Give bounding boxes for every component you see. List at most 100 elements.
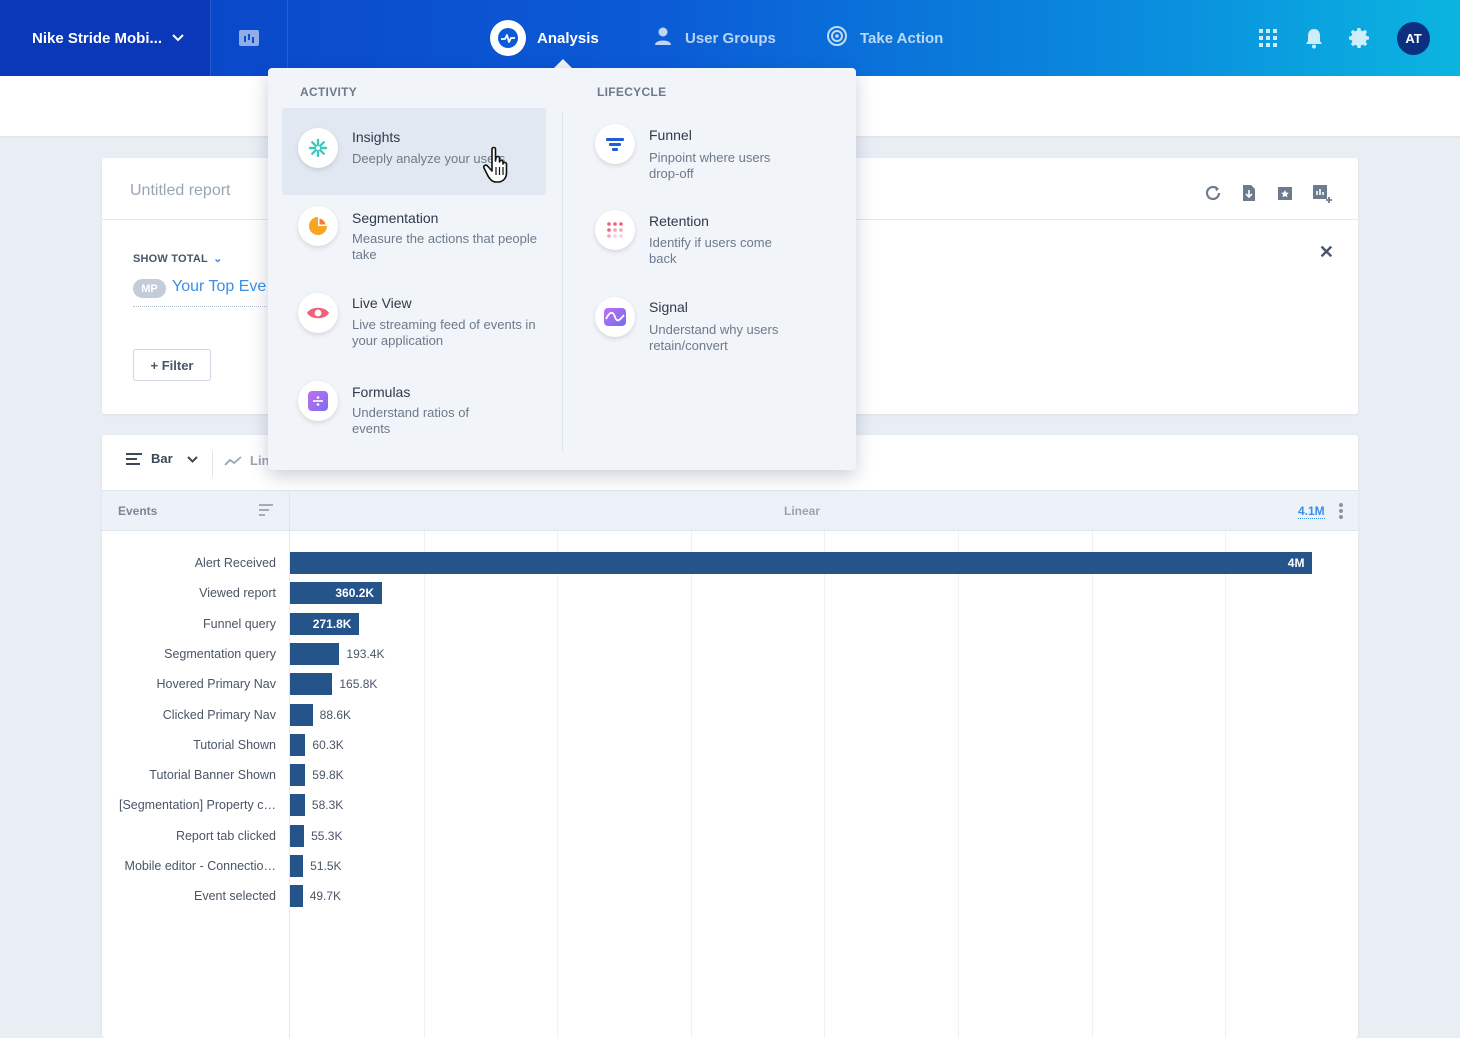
- line-chart-icon: [224, 455, 242, 466]
- show-total-label: SHOW TOTAL: [133, 253, 208, 265]
- download-icon[interactable]: [1240, 184, 1258, 202]
- bar[interactable]: [290, 794, 305, 817]
- bar[interactable]: [290, 673, 333, 696]
- menu-item-description: Pinpoint where users drop-off: [649, 150, 771, 181]
- menu-item-title: Funnel: [649, 127, 692, 143]
- add-to-board-icon[interactable]: [1312, 184, 1332, 203]
- event-label: Tutorial Shown: [193, 737, 276, 752]
- menu-item-title: Formulas: [352, 384, 411, 400]
- gridline: [557, 531, 559, 1038]
- gridline: [958, 531, 959, 1038]
- nav-analysis-label: Analysis: [537, 29, 599, 47]
- bell-icon[interactable]: [1303, 0, 1325, 76]
- bar[interactable]: [290, 885, 303, 908]
- bar[interactable]: [290, 642, 340, 665]
- nav-take-action[interactable]: Take Action: [826, 0, 943, 76]
- event-label: Mobile editor - Connectio…: [124, 859, 276, 873]
- scale-label: Linear: [784, 504, 821, 518]
- menu-item-description: Deeply analyze your users: [352, 151, 506, 166]
- report-title[interactable]: Untitled report: [130, 182, 231, 199]
- bar-value-label: 88.6K: [319, 707, 351, 722]
- menu-item-segmentation[interactable]: Segmentation Measure the actions that pe…: [282, 198, 546, 278]
- formula-icon: [298, 381, 338, 421]
- divider: [289, 531, 290, 1038]
- event-label: Hovered Primary Nav: [156, 677, 276, 692]
- bar-value-label: 59.8K: [312, 768, 344, 783]
- reports-button[interactable]: [210, 0, 288, 76]
- chevron-down-icon: [186, 452, 198, 466]
- gridline: [824, 531, 826, 1038]
- event-label: Alert Received: [194, 556, 276, 570]
- eye-icon: [298, 293, 338, 333]
- bar-value-label: 4M: [1287, 556, 1305, 570]
- chart-type-dropdown[interactable]: Bar: [126, 451, 198, 466]
- chart-card: Bar Lin Events Linear 4.1M Alert Receive…: [102, 435, 1358, 1038]
- max-value-link[interactable]: 4.1M: [1298, 504, 1325, 519]
- bar-chart-icon: [239, 30, 259, 46]
- event-label: Viewed report: [199, 586, 276, 601]
- event-label: Event selected: [194, 889, 276, 904]
- project-name: Nike Stride Mobi...: [32, 29, 163, 47]
- bar[interactable]: [290, 612, 360, 635]
- menu-item-signal[interactable]: Signal Understand why users retain/conve…: [579, 283, 843, 368]
- line-chart-option[interactable]: Lin: [224, 453, 270, 468]
- event-label: Report tab clicked: [175, 828, 276, 843]
- menu-item-description: Identify if users come back: [649, 235, 772, 266]
- event-label: Segmentation query: [164, 646, 276, 661]
- menu-item-formulas[interactable]: Formulas Understand ratios of events: [282, 373, 546, 453]
- menu-item-description: Understand ratios of events: [352, 405, 470, 436]
- bar-value-label: 193.4K: [346, 646, 385, 661]
- menu-item-description: Measure the actions that people take: [352, 231, 538, 262]
- menu-item-funnel[interactable]: Funnel Pinpoint where users drop-off: [579, 108, 843, 190]
- retention-icon: [595, 210, 635, 250]
- gridline: [690, 531, 692, 1038]
- menu-item-live-view[interactable]: Live View Live streaming feed of events …: [282, 283, 546, 368]
- add-filter-button[interactable]: + Filter: [133, 349, 211, 381]
- menu-item-description: Live streaming feed of events in your ap…: [352, 317, 536, 348]
- close-icon[interactable]: ✕: [1318, 242, 1334, 262]
- menu-item-title: Retention: [649, 213, 709, 229]
- bar-value-label: 165.8K: [339, 677, 378, 692]
- user-icon: [653, 26, 673, 50]
- apps-grid-icon[interactable]: [1257, 0, 1279, 76]
- events-column-header: Events: [118, 504, 158, 518]
- show-total-dropdown[interactable]: SHOW TOTAL ⌄: [133, 252, 223, 265]
- more-options-icon[interactable]: [1339, 503, 1343, 519]
- bar[interactable]: [290, 733, 306, 756]
- bar-value-label: 271.8K: [312, 616, 352, 631]
- bar[interactable]: [290, 855, 304, 877]
- bar-value-label: 55.3K: [311, 828, 343, 843]
- refresh-icon[interactable]: [1204, 184, 1222, 202]
- event-selector[interactable]: Your Top Eve: [172, 278, 267, 295]
- gridline: [423, 531, 425, 1038]
- mixpanel-badge: MP: [133, 279, 166, 298]
- bar[interactable]: [290, 703, 313, 726]
- bar[interactable]: [290, 552, 1313, 574]
- bar-type-icon: [126, 452, 142, 465]
- bar-value-label: 60.3K: [312, 737, 344, 752]
- bar[interactable]: [290, 582, 383, 605]
- bar-value-label: 49.7K: [309, 889, 342, 904]
- bar[interactable]: [290, 764, 306, 787]
- top-navigation-bar: Nike Stride Mobi... Analysis User Groups…: [0, 0, 1460, 76]
- analysis-icon: [490, 20, 526, 56]
- event-label: Clicked Primary Nav: [162, 707, 276, 722]
- chart-type-label: Bar: [151, 451, 173, 466]
- bookmark-icon[interactable]: [1276, 184, 1294, 202]
- nav-user-groups[interactable]: User Groups: [653, 0, 776, 76]
- divider: [289, 491, 290, 530]
- segmentation-icon: [298, 206, 338, 246]
- nav-analysis[interactable]: Analysis: [490, 0, 599, 76]
- chart-toolbar: Bar Lin: [102, 435, 1358, 490]
- gear-icon[interactable]: [1348, 0, 1372, 76]
- gridline: [1091, 531, 1093, 1038]
- gridline: [1225, 531, 1227, 1038]
- bar[interactable]: [290, 824, 305, 847]
- chevron-down-icon: [172, 31, 184, 45]
- menu-item-title: Insights: [352, 129, 401, 145]
- menu-item-title: Live View: [352, 295, 412, 311]
- project-switcher[interactable]: Nike Stride Mobi...: [0, 0, 210, 76]
- avatar[interactable]: AT: [1397, 22, 1430, 55]
- menu-item-retention[interactable]: Retention Identify if users come back: [579, 198, 843, 280]
- sort-icon[interactable]: [259, 504, 273, 516]
